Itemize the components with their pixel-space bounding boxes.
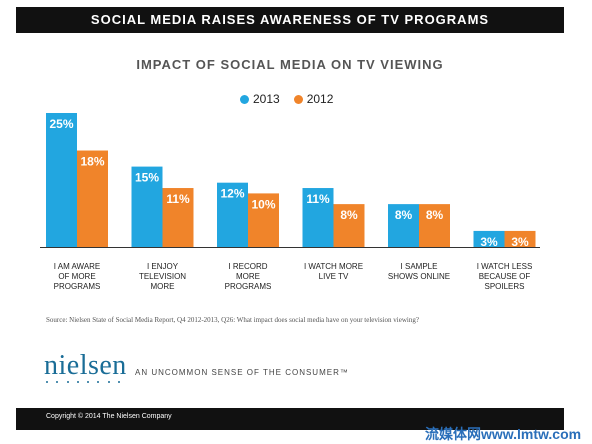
brand-tagline: AN UNCOMMON SENSE OF THE CONSUMER™ <box>135 368 349 377</box>
category-label-0-2: PROGRAMS <box>54 282 101 291</box>
category-label-5-1: BECAUSE OF <box>479 272 531 281</box>
category-label-3-0: I WATCH MORE <box>304 262 363 271</box>
category-label-2-1: MORE <box>236 272 260 281</box>
footer-bar: Copyright © 2014 The Nielsen Company <box>16 408 564 430</box>
category-label-1-1: TELEVISION <box>139 272 186 281</box>
bar-2012-3 <box>333 204 365 247</box>
bar-2013-3 <box>302 188 334 247</box>
legend-label-2013: 2013 <box>253 92 280 106</box>
category-label-0-1: OF MORE <box>58 272 95 281</box>
data-label-2013-2: 12% <box>220 187 244 201</box>
copyright-text: Copyright © 2014 The Nielsen Company <box>46 413 172 420</box>
category-label-5-2: SPOILERS <box>484 282 524 291</box>
legend-item-2012: 2012 <box>293 92 334 106</box>
category-label-1-2: MORE <box>151 282 175 291</box>
category-label-4-0: I SAMPLE <box>401 262 438 271</box>
data-label-2013-0: 25% <box>49 117 73 131</box>
category-label-4-1: SHOWS ONLINE <box>388 272 450 281</box>
banner-title: SOCIAL MEDIA RAISES AWARENESS OF TV PROG… <box>16 7 564 33</box>
bar-2012-5 <box>504 230 536 247</box>
data-label-2012-0: 18% <box>80 155 104 169</box>
chart-title: IMPACT OF SOCIAL MEDIA ON TV VIEWING <box>136 57 444 72</box>
bar-2012-0 <box>77 150 108 247</box>
watermark-text: 流媒体网www.lmtw.com <box>425 426 582 442</box>
category-label-5-0: I WATCH LESS <box>477 262 533 271</box>
category-label-3-1: LIVE TV <box>319 272 349 281</box>
bar-2013-2 <box>217 182 248 247</box>
data-label-2013-5: 3% <box>480 235 498 249</box>
bar-2013-5 <box>473 230 505 247</box>
data-label-2012-3: 8% <box>340 208 358 222</box>
data-label-2012-4: 8% <box>426 208 444 222</box>
bar-2013-4 <box>388 204 419 247</box>
category-label-1-0: I ENJOY <box>147 262 179 271</box>
bar-2012-2 <box>248 193 279 247</box>
data-label-2012-5: 3% <box>511 235 529 249</box>
nielsen-logo: nielsen <box>44 350 127 381</box>
legend-swatch-2012 <box>293 94 303 104</box>
category-label-2-2: PROGRAMS <box>225 282 272 291</box>
category-label-0-0: I AM AWARE <box>54 262 101 271</box>
chart-legend: 2013 2012 <box>240 92 333 106</box>
logo-dots <box>46 381 120 384</box>
bar-2013-0 <box>46 113 77 247</box>
data-label-2013-3: 11% <box>306 192 330 206</box>
legend-label-2012: 2012 <box>306 92 334 106</box>
data-label-2012-1: 11% <box>166 192 190 206</box>
bar-2013-1 <box>131 166 163 247</box>
bar-2012-4 <box>419 204 450 247</box>
legend-item-2013: 2013 <box>240 92 280 106</box>
bar-2012-1 <box>162 188 194 247</box>
legend-swatch-2013 <box>240 94 249 104</box>
source-note: Source: Nielsen State of Social Media Re… <box>46 316 419 324</box>
category-label-2-0: I RECORD <box>228 262 267 271</box>
data-label-2013-1: 15% <box>135 171 159 185</box>
data-label-2012-2: 10% <box>251 197 275 211</box>
data-label-2013-4: 8% <box>395 208 413 222</box>
